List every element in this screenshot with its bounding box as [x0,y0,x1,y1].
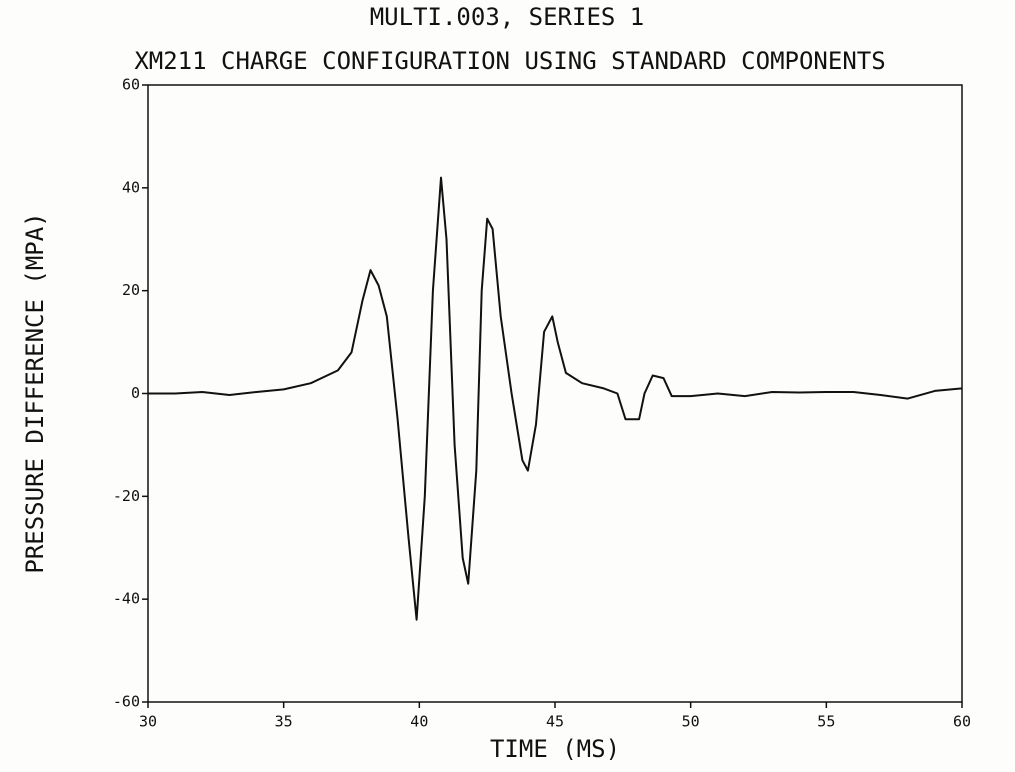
x-tick-label: 45 [546,713,564,731]
data-line [148,176,963,621]
x-axis-label: TIME (MS) [490,735,620,763]
x-tick-label: 55 [817,713,835,731]
x-tick-label: 40 [410,713,428,731]
chart-title: MULTI.003, SERIES 1 [370,3,645,31]
y-tick-label: -60 [113,693,140,711]
y-axis-label: PRESSURE DIFFERENCE (MPA) [21,212,49,573]
x-tick-label: 60 [953,713,971,731]
y-tick-label: -20 [113,487,140,505]
x-tick-label: 50 [682,713,700,731]
y-tick-label: -40 [113,590,140,608]
y-tick-label: 20 [122,281,140,299]
x-tick-label: 35 [275,713,293,731]
chart-subtitle: XM211 CHARGE CONFIGURATION USING STANDAR… [134,47,885,75]
y-tick-label: 60 [122,76,140,94]
y-tick-label: 40 [122,178,140,196]
x-tick-label: 30 [139,713,157,731]
y-tick-label: 0 [131,384,140,402]
